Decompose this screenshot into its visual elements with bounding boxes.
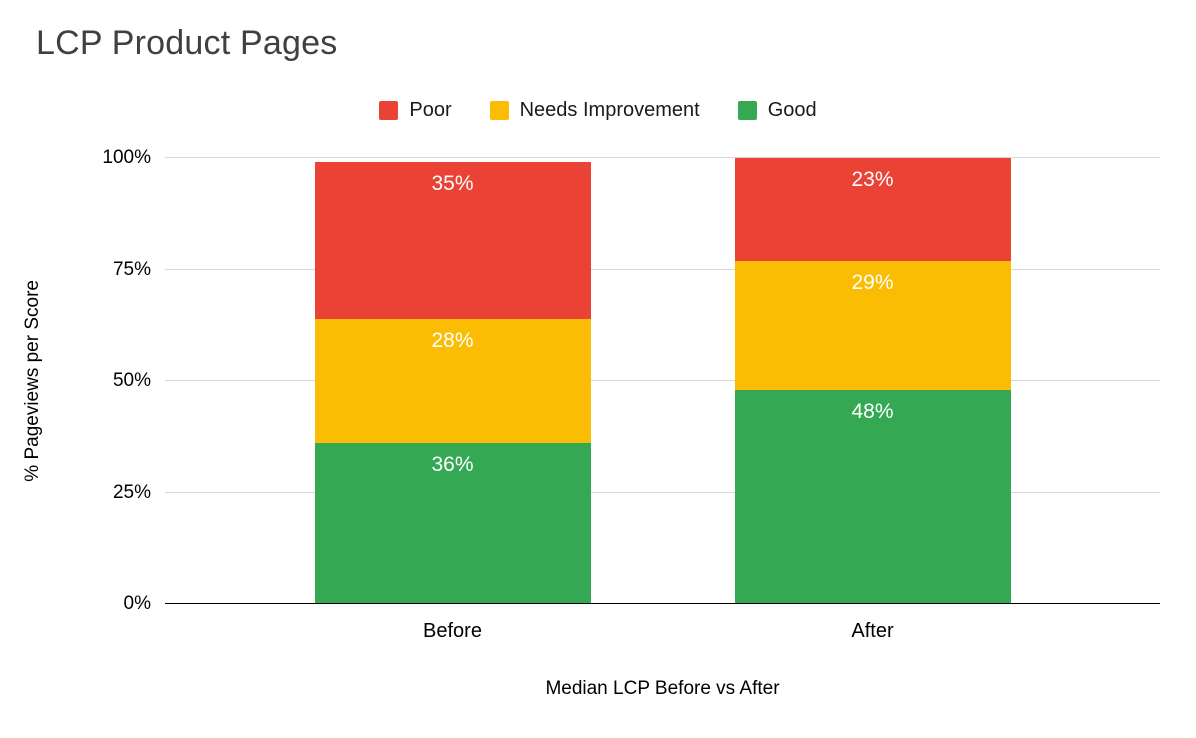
segment-value-label: 23%	[851, 168, 894, 192]
gridline	[165, 268, 1160, 270]
bar-segment-good: 36%	[314, 443, 591, 604]
legend-label: Good	[767, 99, 817, 121]
gridline	[165, 380, 1160, 381]
segment-value-label: 29%	[851, 270, 894, 294]
x-axis-title: Median LCP Before vs After	[545, 678, 780, 699]
legend: Poor Needs Improvement Good	[0, 99, 1196, 122]
bar-segment-needs-improvement: 29%	[734, 260, 1011, 390]
chart-title: LCP Product Pages	[36, 24, 338, 62]
gridline	[165, 157, 1160, 158]
y-axis-title: % Pageviews per Score	[22, 158, 44, 604]
bars-container: 36% 28% 35% Before 48% 29% 23% After	[165, 158, 1160, 642]
x-axis-baseline	[165, 603, 1160, 604]
gridline	[165, 491, 1160, 493]
y-axis-title-text: % Pageviews per Score	[22, 280, 43, 482]
plot-area: 36% 28% 35% Before 48% 29% 23% After 0% 25% 50% 75…	[102, 147, 1160, 642]
bar-segment-good: 48%	[734, 389, 1011, 604]
legend-item-needs-improvement: Needs Improvement	[489, 99, 700, 122]
bar-before: 36% 28% 35% Before	[314, 158, 591, 642]
y-tick-label: 0%	[123, 593, 151, 614]
legend-item-poor: Poor	[379, 99, 452, 122]
legend-label: Needs Improvement	[519, 99, 700, 121]
segment-value-label: 48%	[851, 399, 894, 423]
bar-segment-poor: 35%	[314, 162, 591, 319]
y-tick-label: 100%	[102, 147, 151, 168]
bar-segment-poor: 23%	[734, 158, 1011, 261]
legend-swatch-icon	[379, 101, 399, 120]
category-label-before: Before	[423, 620, 482, 642]
legend-swatch-icon	[737, 101, 757, 120]
y-tick-label: 25%	[112, 481, 151, 503]
segment-value-label: 35%	[431, 172, 474, 196]
legend-label: Poor	[409, 99, 452, 121]
category-label-after: After	[851, 620, 894, 642]
legend-swatch-icon	[489, 101, 509, 120]
bar-segment-needs-improvement: 28%	[314, 318, 591, 444]
y-tick-label: 50%	[112, 370, 151, 391]
legend-item-good: Good	[737, 99, 817, 122]
bar-after: 48% 29% 23% After	[734, 158, 1011, 642]
segment-value-label: 28%	[431, 328, 474, 352]
segment-value-label: 36%	[431, 453, 474, 477]
y-tick-label: 75%	[112, 258, 151, 280]
